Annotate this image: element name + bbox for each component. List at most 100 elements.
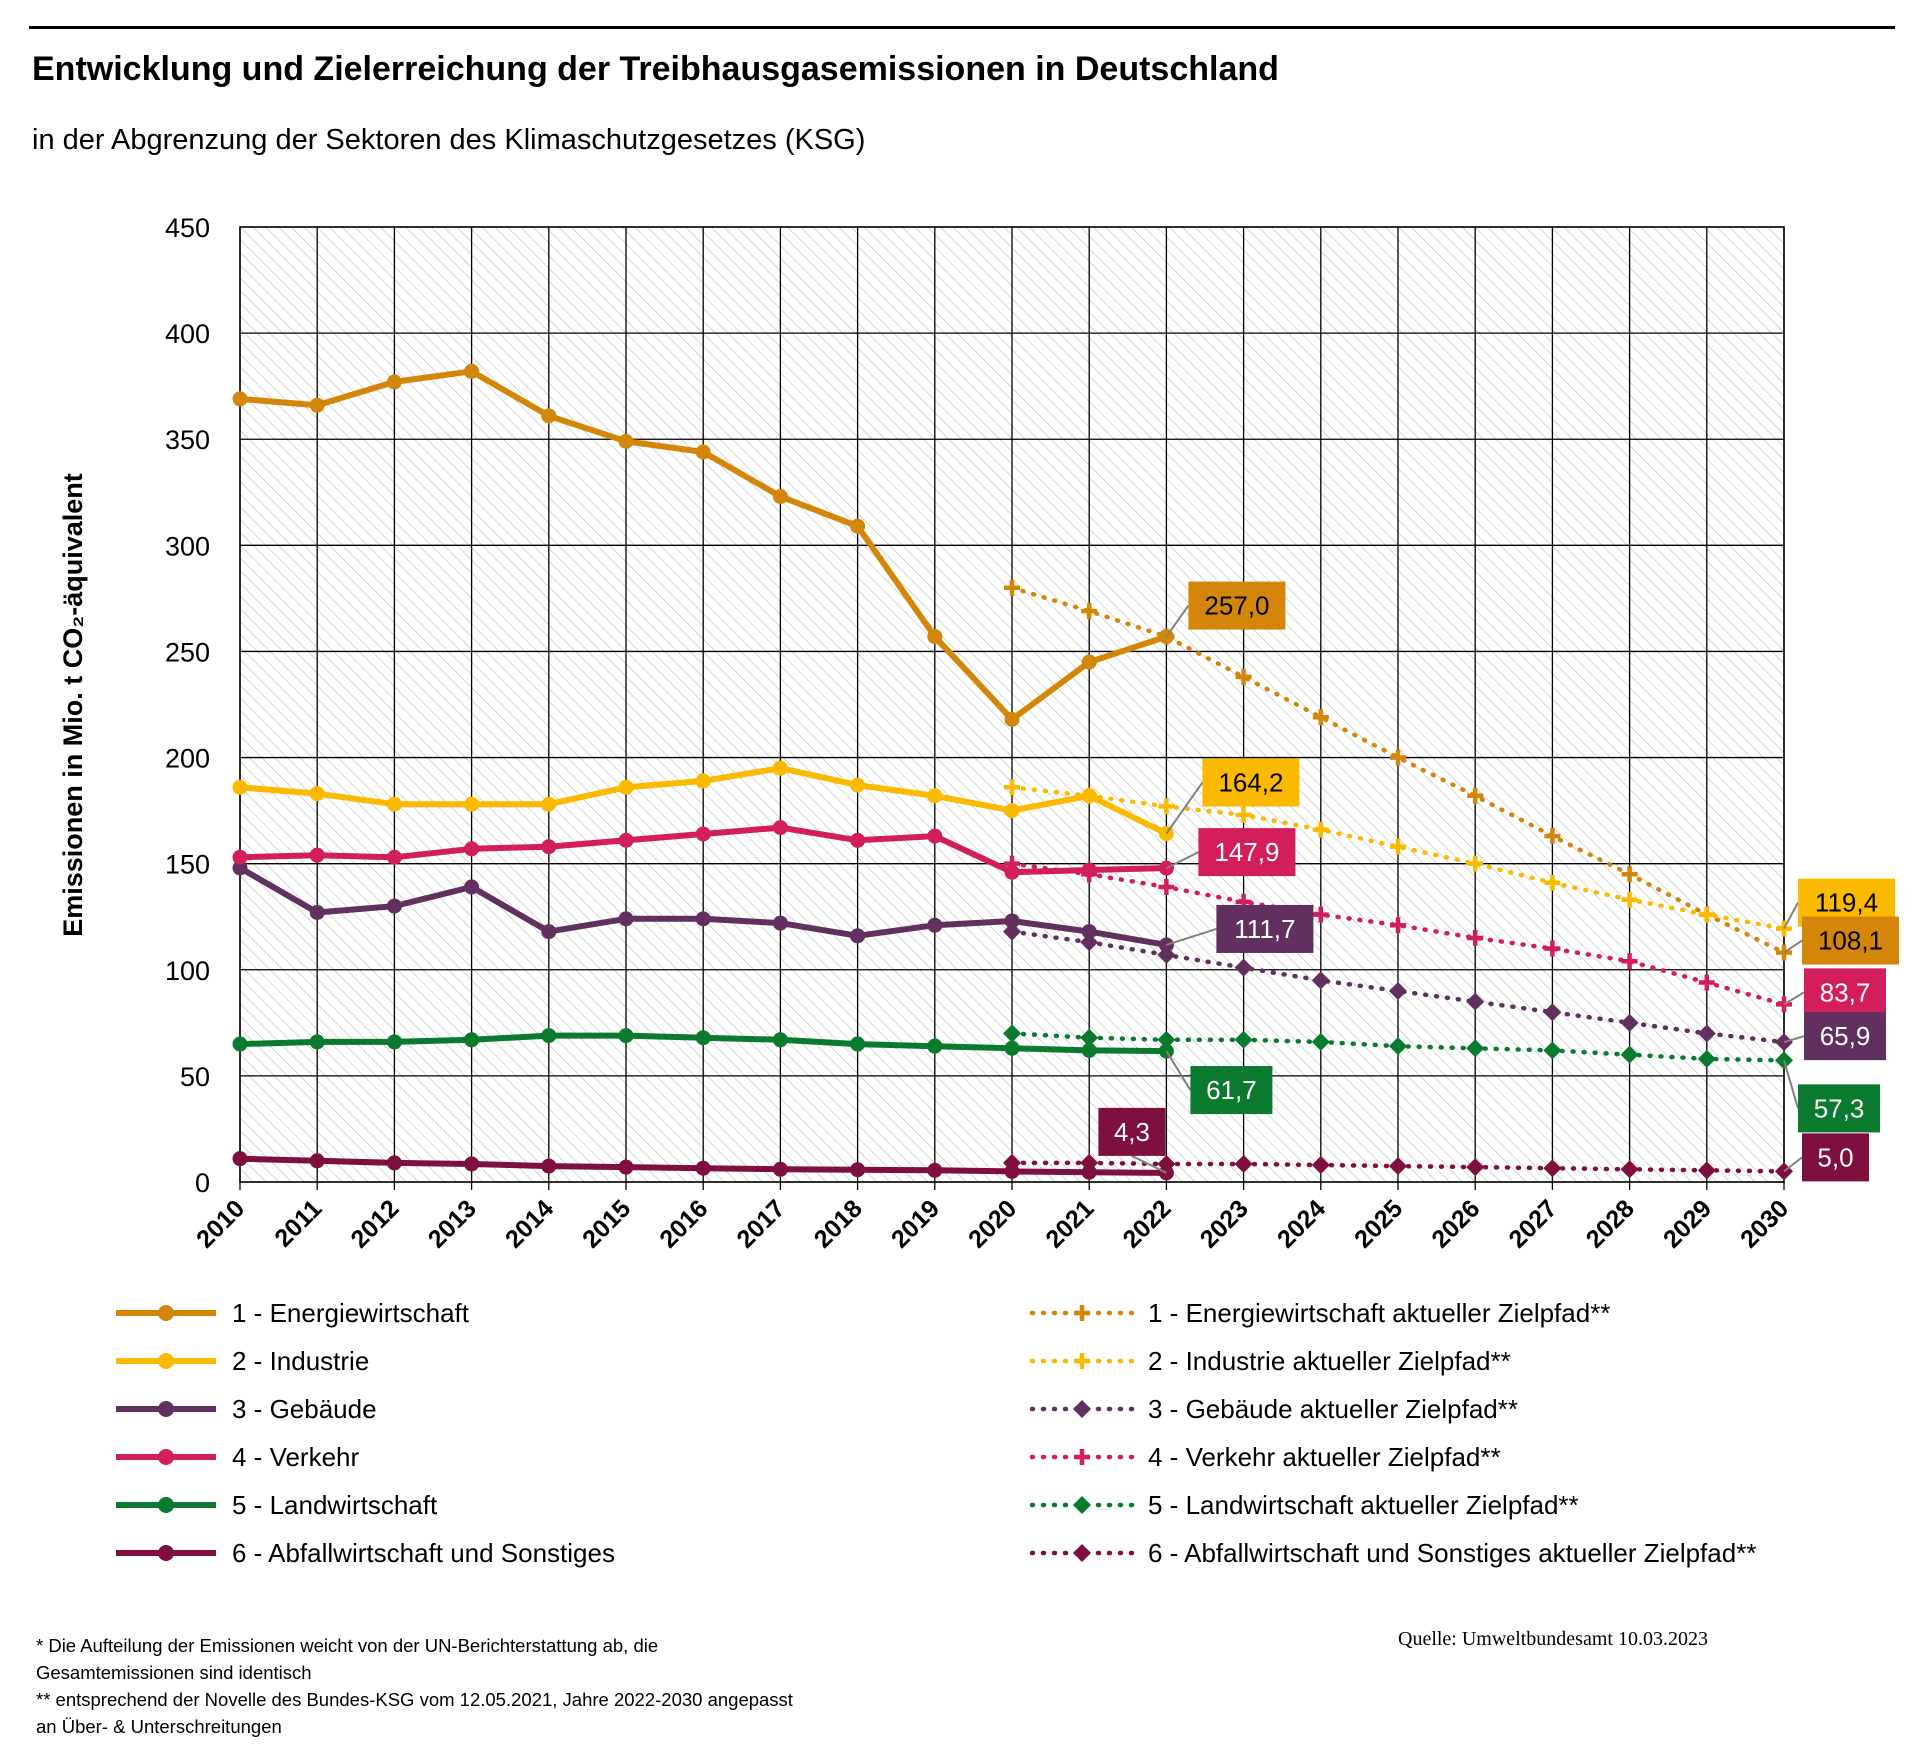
- marker-circle: [309, 1153, 325, 1169]
- legend-swatch: [116, 1353, 216, 1369]
- leader-line: [1165, 605, 1190, 638]
- marker-circle: [309, 786, 325, 802]
- x-tick-label: 2017: [732, 1194, 791, 1253]
- data-label: 111,7: [1234, 914, 1295, 944]
- marker-circle: [618, 433, 634, 449]
- marker-diamond: [1234, 1030, 1253, 1049]
- x-tick-label: 2028: [1581, 1194, 1640, 1253]
- legend-label: 4 - Verkehr aktueller Zielpfad**: [1148, 1441, 1501, 1472]
- marker-circle: [541, 408, 557, 424]
- legend-label: 6 - Abfallwirtschaft und Sonstiges: [232, 1537, 615, 1568]
- marker-diamond: [1311, 971, 1330, 990]
- data-label-box: [1188, 581, 1286, 630]
- marker-diamond: [1543, 1003, 1562, 1022]
- x-tick-label: 2024: [1272, 1194, 1331, 1253]
- data-label: 119,4: [1815, 888, 1878, 918]
- y-tick-label: 50: [180, 1062, 210, 1092]
- x-tick-label: 2010: [191, 1194, 250, 1253]
- legend-label: 2 - Industrie: [232, 1345, 370, 1376]
- marker-diamond: [1466, 1158, 1485, 1177]
- marker-circle: [1081, 654, 1097, 670]
- series-target: [1003, 922, 1793, 1052]
- legend-swatch: [116, 1401, 216, 1417]
- marker-circle: [386, 1155, 402, 1171]
- legend-swatch: [116, 1497, 216, 1513]
- marker-circle: [232, 1036, 248, 1052]
- marker-circle: [464, 796, 480, 812]
- marker-circle: [386, 1034, 402, 1050]
- marker-circle: [618, 911, 634, 927]
- data-label-box: [1798, 1084, 1880, 1133]
- data-label-box: [1190, 1066, 1273, 1115]
- x-tick-label: 2020: [963, 1194, 1022, 1253]
- marker-circle: [927, 1038, 943, 1054]
- legend-label: 2 - Industrie aktueller Zielpfad**: [1148, 1345, 1511, 1376]
- y-tick-label: 400: [165, 319, 210, 349]
- marker-circle: [850, 777, 866, 793]
- marker-circle: [232, 391, 248, 407]
- x-tick-label: 2026: [1426, 1194, 1485, 1253]
- marker-diamond: [1389, 1037, 1407, 1056]
- marker-circle: [309, 904, 325, 920]
- legend-item: 6 - Abfallwirtschaft und Sonstiges: [112, 1535, 615, 1571]
- legend-swatch: [1029, 1449, 1135, 1465]
- leader-line: [1165, 781, 1204, 835]
- marker-circle: [927, 917, 943, 933]
- marker-circle: [695, 826, 711, 842]
- data-label: 61,7: [1206, 1075, 1257, 1105]
- data-labels: 257,0 164,2 147,9 111,7 61,7 4,3 119,4 108,1 83,…: [1098, 581, 1899, 1182]
- marker-circle: [1081, 924, 1097, 940]
- marker-circle: [1081, 1042, 1097, 1058]
- marker-circle: [927, 629, 943, 645]
- marker-circle: [232, 779, 248, 795]
- marker-circle: [464, 363, 480, 379]
- marker-circle: [1081, 862, 1097, 878]
- marker-circle: [850, 832, 866, 848]
- series-actual: [232, 1151, 1174, 1181]
- series-target: [1004, 779, 1792, 937]
- leader-line: [1131, 1154, 1167, 1174]
- marker-circle: [1004, 711, 1020, 727]
- marker-circle: [850, 928, 866, 944]
- legend-item: 5 - Landwirtschaft aktueller Zielpfad**: [1028, 1487, 1579, 1523]
- series-target: [1003, 1024, 1793, 1070]
- legend-item: 6 - Abfallwirtschaft und Sonstiges aktue…: [1028, 1535, 1756, 1571]
- legend-item: 5 - Landwirtschaft: [112, 1487, 437, 1523]
- marker-circle: [541, 796, 557, 812]
- marker-circle: [927, 1162, 943, 1178]
- leader-line: [1165, 1050, 1192, 1091]
- marker-diamond: [1543, 1159, 1562, 1178]
- marker-circle: [1081, 788, 1097, 804]
- data-label: 5,0: [1817, 1142, 1853, 1172]
- x-tick-label: 2011: [269, 1194, 327, 1252]
- marker-circle: [232, 860, 248, 876]
- leader-line: [1783, 991, 1805, 1006]
- marker-circle: [1004, 803, 1020, 819]
- marker-circle: [927, 828, 943, 844]
- marker-circle: [618, 832, 634, 848]
- legend-item: 4 - Verkehr aktueller Zielpfad**: [1028, 1439, 1501, 1475]
- marker-circle: [541, 924, 557, 940]
- leader-line: [1783, 1035, 1805, 1044]
- marker-circle: [232, 1151, 248, 1167]
- data-label: 65,9: [1820, 1021, 1871, 1051]
- marker-diamond: [1620, 1013, 1639, 1032]
- marker-diamond: [1157, 1030, 1176, 1049]
- data-label-box: [1202, 758, 1300, 807]
- marker-circle: [464, 841, 480, 857]
- legend-label: 6 - Abfallwirtschaft und Sonstiges aktue…: [1148, 1537, 1757, 1568]
- marker-circle: [772, 489, 788, 505]
- marker-diamond: [1080, 1028, 1099, 1047]
- x-tick-label: 2018: [809, 1194, 868, 1253]
- footnote-line: ** entsprechend der Novelle des Bundes-K…: [36, 1689, 793, 1710]
- legend-swatch: [116, 1545, 216, 1561]
- y-tick-label: 0: [195, 1168, 210, 1198]
- series-actual: [232, 363, 1174, 727]
- marker-diamond: [1620, 1045, 1639, 1064]
- marker-circle: [695, 1030, 711, 1046]
- legend-item: 2 - Industrie aktueller Zielpfad**: [1028, 1343, 1511, 1379]
- legend-label: 5 - Landwirtschaft: [232, 1489, 438, 1520]
- data-label: 164,2: [1218, 768, 1283, 798]
- marker-diamond: [1003, 922, 1021, 941]
- marker-circle: [772, 820, 788, 836]
